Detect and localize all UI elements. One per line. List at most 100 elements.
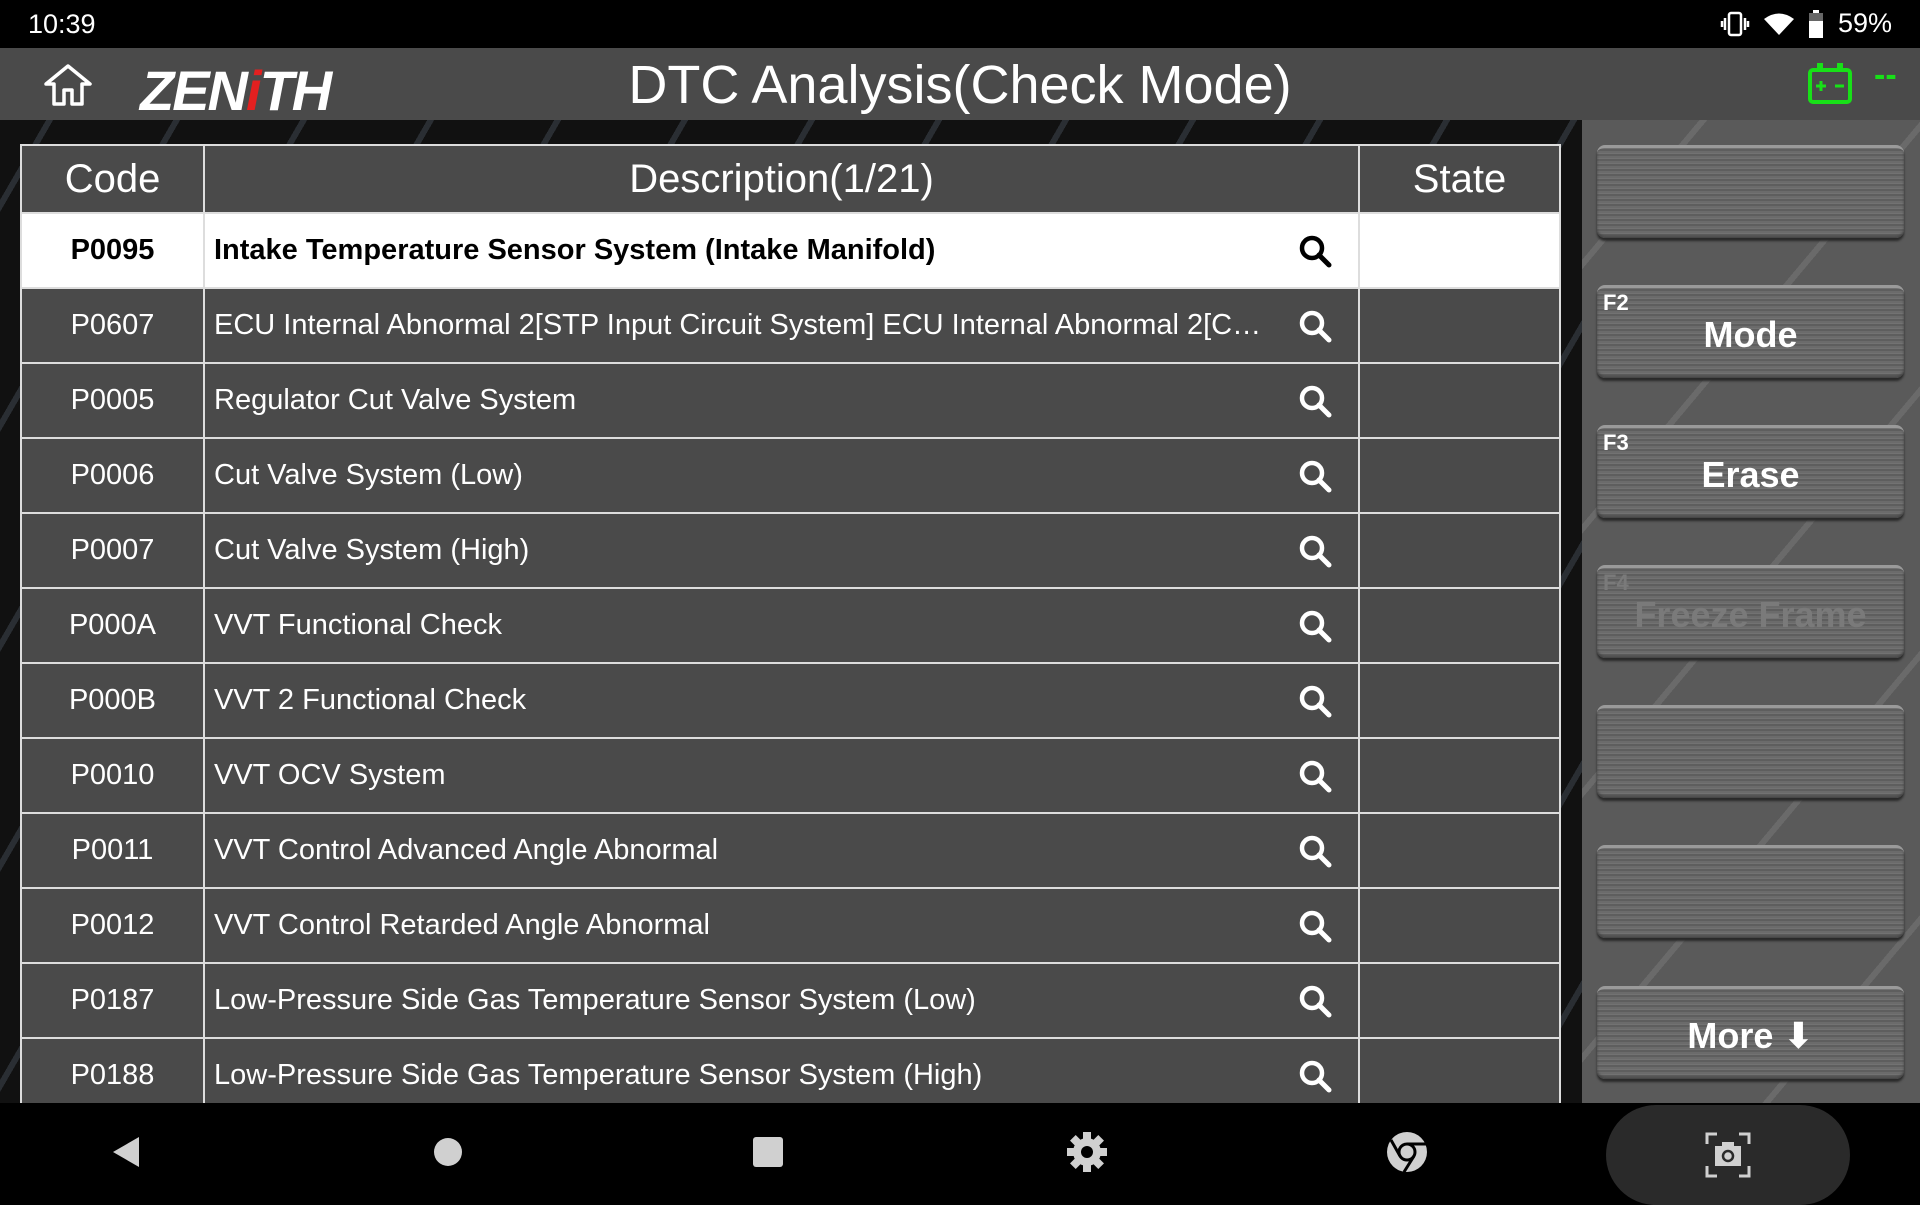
table-row[interactable]: P0095 Intake Temperature Sensor System (I… <box>20 214 1561 289</box>
battery-voltage: -- <box>1874 56 1897 94</box>
table-header: Code Description(1/21) State <box>20 144 1561 214</box>
dtc-description-cell: Regulator Cut Valve System <box>205 364 1360 437</box>
function-panel: F2 Mode F3 Erase F4 Freeze Frame More ⬇ <box>1582 120 1920 1103</box>
table-row[interactable]: P0607 ECU Internal Abnormal 2[STP Input C… <box>20 289 1561 364</box>
function-button-blank-0[interactable] <box>1597 145 1904 238</box>
dtc-state <box>1360 1039 1561 1103</box>
search-icon[interactable] <box>1298 534 1332 568</box>
table-row[interactable]: P0010 VVT OCV System <box>20 739 1561 814</box>
dtc-state <box>1360 889 1561 962</box>
function-button-freeze-frame[interactable]: F4 Freeze Frame <box>1597 565 1904 658</box>
column-header-state: State <box>1360 146 1561 212</box>
table-body[interactable]: P0095 Intake Temperature Sensor System (I… <box>20 214 1561 1103</box>
zenith-logo: ZENiTH <box>140 59 332 122</box>
dtc-state <box>1360 214 1561 287</box>
search-icon[interactable] <box>1298 909 1332 943</box>
dtc-code: P0012 <box>20 889 205 962</box>
dtc-code: P0005 <box>20 364 205 437</box>
dtc-description-cell: Low-Pressure Side Gas Temperature Sensor… <box>205 1039 1360 1103</box>
dtc-description-cell: Low-Pressure Side Gas Temperature Sensor… <box>205 964 1360 1037</box>
dtc-description-cell: Intake Temperature Sensor System (Intake… <box>205 214 1360 287</box>
table-row[interactable]: P0187 Low-Pressure Side Gas Temperature S… <box>20 964 1561 1039</box>
dtc-state <box>1360 814 1561 887</box>
table-row[interactable]: P0012 VVT Control Retarded Angle Abnormal <box>20 889 1561 964</box>
dtc-code: P0011 <box>20 814 205 887</box>
table-row[interactable]: P000B VVT 2 Functional Check <box>20 664 1561 739</box>
back-icon[interactable] <box>103 1127 153 1177</box>
table-row[interactable]: P0005 Regulator Cut Valve System <box>20 364 1561 439</box>
dtc-code: P0010 <box>20 739 205 812</box>
dtc-description: Intake Temperature Sensor System (Intake… <box>214 234 936 266</box>
dtc-state <box>1360 964 1561 1037</box>
dtc-state <box>1360 289 1561 362</box>
screenshot-button[interactable] <box>1606 1105 1850 1205</box>
chrome-icon[interactable] <box>1382 1127 1432 1177</box>
search-icon[interactable] <box>1298 759 1332 793</box>
search-icon[interactable] <box>1298 309 1332 343</box>
status-icons: 59% <box>1720 8 1892 39</box>
dtc-state <box>1360 739 1561 812</box>
recents-icon[interactable] <box>743 1127 793 1177</box>
search-icon[interactable] <box>1298 684 1332 718</box>
dtc-description: Low-Pressure Side Gas Temperature Sensor… <box>214 1059 983 1091</box>
wifi-icon <box>1763 13 1794 35</box>
table-row[interactable]: P0007 Cut Valve System (High) <box>20 514 1561 589</box>
battery-icon <box>1808 9 1823 38</box>
dtc-description: VVT 2 Functional Check <box>214 684 527 716</box>
dtc-code: P0007 <box>20 514 205 587</box>
table-row[interactable]: P0006 Cut Valve System (Low) <box>20 439 1561 514</box>
search-icon[interactable] <box>1298 609 1332 643</box>
function-button-blank-5[interactable] <box>1597 845 1904 938</box>
dtc-description-cell: VVT OCV System <box>205 739 1360 812</box>
search-icon[interactable] <box>1298 1059 1332 1093</box>
screenshot-icon <box>1705 1132 1751 1178</box>
function-button-erase[interactable]: F3 Erase <box>1597 425 1904 518</box>
search-icon[interactable] <box>1298 834 1332 868</box>
dtc-description: VVT Functional Check <box>214 609 502 641</box>
dtc-description: Cut Valve System (High) <box>214 534 530 566</box>
function-key-label: F4 <box>1603 570 1629 595</box>
dtc-description-cell: VVT 2 Functional Check <box>205 664 1360 737</box>
search-icon[interactable] <box>1298 984 1332 1018</box>
dtc-table: Code Description(1/21) State P0095 Intake… <box>20 144 1561 1103</box>
dtc-code: P0187 <box>20 964 205 1037</box>
function-button-label: Erase <box>1701 454 1800 495</box>
table-row[interactable]: P0188 Low-Pressure Side Gas Temperature S… <box>20 1039 1561 1103</box>
column-header-description: Description(1/21) <box>205 146 1360 212</box>
dtc-state <box>1360 514 1561 587</box>
dtc-description-cell: VVT Control Advanced Angle Abnormal <box>205 814 1360 887</box>
function-button-blank-4[interactable] <box>1597 705 1904 798</box>
search-icon[interactable] <box>1298 384 1332 418</box>
function-button-more[interactable]: More ⬇ <box>1597 986 1904 1079</box>
table-row[interactable]: P000A VVT Functional Check <box>20 589 1561 664</box>
dtc-description-cell: ECU Internal Abnormal 2[STP Input Circui… <box>205 289 1360 362</box>
dtc-description-cell: Cut Valve System (High) <box>205 514 1360 587</box>
function-key-label: F2 <box>1603 290 1629 315</box>
search-icon[interactable] <box>1298 234 1332 268</box>
vehicle-battery-icon <box>1808 63 1852 104</box>
dtc-description-cell: VVT Functional Check <box>205 589 1360 662</box>
function-button-label: More ⬇ <box>1687 1015 1814 1056</box>
column-header-code: Code <box>20 146 205 212</box>
table-row[interactable]: P0011 VVT Control Advanced Angle Abnormal <box>20 814 1561 889</box>
page-title: DTC Analysis(Check Mode) <box>628 55 1292 115</box>
home-icon[interactable] <box>42 64 94 106</box>
settings-icon[interactable] <box>1062 1127 1112 1177</box>
dtc-state <box>1360 664 1561 737</box>
dtc-code: P0095 <box>20 214 205 287</box>
dtc-code: P0188 <box>20 1039 205 1103</box>
dtc-state <box>1360 439 1561 512</box>
home-button-icon[interactable] <box>423 1127 473 1177</box>
vibrate-icon <box>1720 11 1750 36</box>
dtc-description: VVT OCV System <box>214 759 446 791</box>
dtc-description: Cut Valve System (Low) <box>214 459 523 491</box>
function-button-mode[interactable]: F2 Mode <box>1597 285 1904 378</box>
dtc-description: VVT Control Advanced Angle Abnormal <box>214 834 719 866</box>
dtc-code: P0607 <box>20 289 205 362</box>
function-button-label: Freeze Frame <box>1634 594 1867 635</box>
function-button-label: Mode <box>1703 314 1798 355</box>
navigation-bar <box>0 1103 1920 1205</box>
battery-percent: 59% <box>1837 8 1892 38</box>
dtc-code: P000B <box>20 664 205 737</box>
search-icon[interactable] <box>1298 459 1332 493</box>
